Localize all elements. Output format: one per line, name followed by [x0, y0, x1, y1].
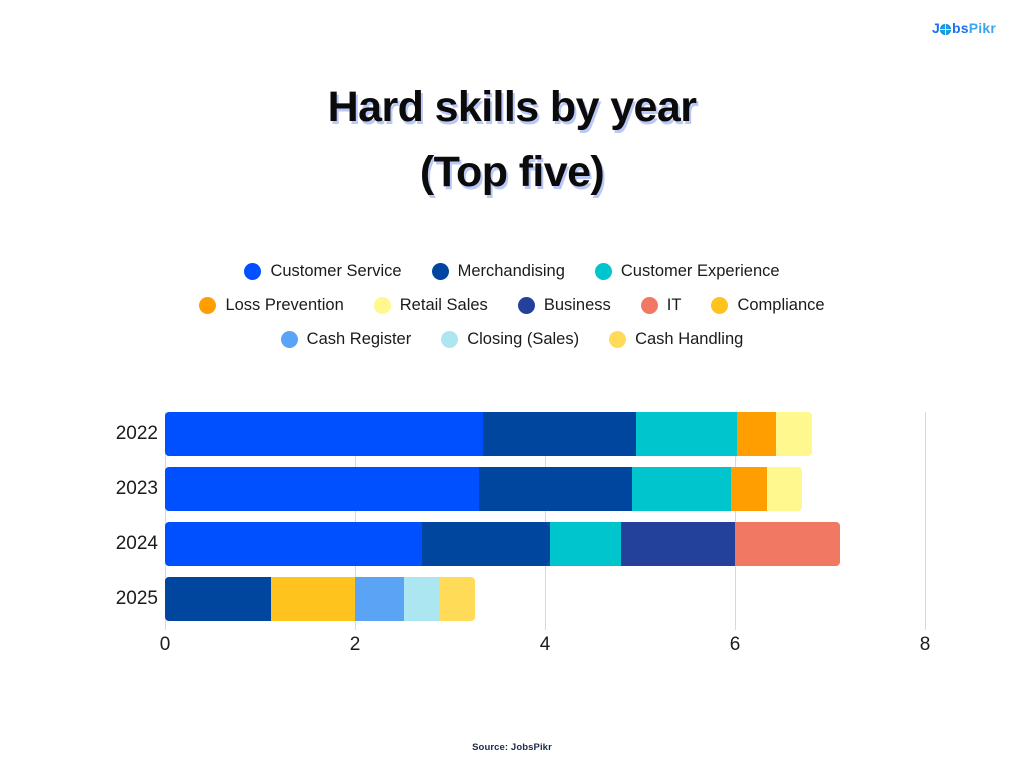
- legend-item-customer-service[interactable]: Customer Service: [244, 262, 402, 281]
- chart-plot-area: [165, 412, 926, 630]
- legend-label: Business: [543, 296, 611, 314]
- legend-label: Compliance: [737, 296, 825, 314]
- y-axis-tick-label: 2024: [115, 533, 158, 554]
- bar-segment-business[interactable]: [621, 522, 735, 566]
- legend-item-loss-prevention[interactable]: Loss Prevention: [199, 296, 344, 315]
- bar-segment-cash-register[interactable]: [354, 577, 405, 621]
- bar-segment-customer-service[interactable]: [165, 467, 480, 511]
- bar-segment-closing-sales[interactable]: [404, 577, 441, 621]
- legend-label: Merchandising: [457, 262, 565, 280]
- legend-item-it[interactable]: IT: [640, 296, 682, 315]
- legend-swatch-icon: [431, 263, 449, 280]
- bar-row-2025: [165, 577, 475, 621]
- bar-row-2023: [165, 467, 803, 511]
- chart-title-line-2: (Top five): [419, 148, 605, 197]
- bar-segment-retail-sales[interactable]: [767, 467, 803, 511]
- legend-swatch-icon: [594, 263, 612, 280]
- x-axis-tick-label: 6: [729, 634, 741, 655]
- x-axis-tick-label: 4: [539, 634, 551, 655]
- bar-segment-customer-experience[interactable]: [549, 522, 621, 566]
- x-axis-tick-label: 8: [919, 634, 931, 655]
- bar-segment-cash-handling[interactable]: [440, 577, 475, 621]
- bar-segment-retail-sales[interactable]: [775, 412, 812, 456]
- chart-legend: Customer Service Merchandising Customer Ex…: [0, 262, 1024, 349]
- legend-label: IT: [666, 296, 682, 314]
- legend-row: Customer Service Merchandising Customer Ex…: [244, 262, 780, 281]
- legend-label: Cash Handling: [635, 330, 744, 348]
- legend-swatch-icon: [517, 297, 535, 314]
- logo-text-bs: bs: [951, 20, 969, 36]
- bar-segment-it[interactable]: [735, 522, 840, 566]
- bar-segment-merchandising[interactable]: [479, 467, 633, 511]
- logo-text-ikr: ikr: [978, 20, 996, 36]
- legend-item-cash-handling[interactable]: Cash Handling: [609, 330, 743, 349]
- bar-segment-customer-experience[interactable]: [632, 467, 732, 511]
- legend-label: Customer Experience: [620, 262, 780, 280]
- legend-swatch-icon: [711, 297, 729, 314]
- bar-row-2022: [165, 412, 812, 456]
- legend-swatch-icon: [373, 297, 391, 314]
- legend-item-closing-sales[interactable]: Closing (Sales): [441, 330, 579, 349]
- legend-label: Loss Prevention: [225, 296, 344, 314]
- legend-swatch-icon: [280, 331, 298, 348]
- chart-bars: [165, 412, 925, 630]
- globe-icon: [940, 23, 952, 35]
- bar-segment-merchandising[interactable]: [421, 522, 550, 566]
- legend-item-customer-experience[interactable]: Customer Experience: [594, 262, 780, 281]
- legend-label: Closing (Sales): [467, 330, 580, 348]
- bar-segment-loss-prevention[interactable]: [736, 412, 776, 456]
- legend-swatch-icon: [244, 263, 262, 280]
- bar-segment-merchandising[interactable]: [165, 577, 272, 621]
- gridline: [545, 412, 546, 630]
- chart-title-line-1: Hard skills by year: [327, 82, 697, 131]
- source-note: Source: JobsPikr: [472, 742, 552, 753]
- x-axis-tick-label: 2: [349, 634, 361, 655]
- x-axis-tick-label: 0: [159, 634, 171, 655]
- bar-segment-customer-service[interactable]: [165, 522, 422, 566]
- legend-swatch-icon: [640, 297, 658, 314]
- legend-swatch-icon: [609, 331, 627, 348]
- gridline: [735, 412, 736, 630]
- legend-label: Customer Service: [270, 262, 402, 280]
- legend-item-compliance[interactable]: Compliance: [711, 296, 825, 315]
- logo-text-p: P: [968, 20, 979, 36]
- legend-row: Loss Prevention Retail Sales Business IT Com…: [199, 296, 825, 315]
- legend-item-merchandising[interactable]: Merchandising: [431, 262, 565, 281]
- gridline: [355, 412, 356, 630]
- legend-label: Cash Register: [306, 330, 412, 348]
- legend-item-retail-sales[interactable]: Retail Sales: [373, 296, 488, 315]
- y-axis-tick-label: 2023: [115, 478, 158, 499]
- legend-row: Cash Register Closing (Sales) Cash Handlin…: [280, 330, 743, 349]
- bar-row-2024: [165, 522, 840, 566]
- gridline: [925, 412, 926, 630]
- legend-label: Retail Sales: [399, 296, 488, 314]
- y-axis-tick-label: 2022: [115, 423, 158, 444]
- bar-segment-merchandising[interactable]: [483, 412, 637, 456]
- legend-swatch-icon: [441, 331, 459, 348]
- legend-swatch-icon: [199, 297, 217, 314]
- chart-title: Hard skills by year (Top five): [0, 75, 1024, 206]
- bar-segment-customer-service[interactable]: [165, 412, 484, 456]
- y-axis-tick-label: 2025: [115, 588, 158, 609]
- bar-segment-loss-prevention[interactable]: [731, 467, 768, 511]
- gridline: [165, 412, 166, 630]
- bar-segment-compliance[interactable]: [271, 577, 355, 621]
- chart-y-axis: 2022 2023 2024 2025: [0, 412, 158, 630]
- legend-item-cash-register[interactable]: Cash Register: [280, 330, 412, 349]
- chart-x-axis: 0 2 4 6 8: [160, 634, 931, 660]
- bar-segment-customer-experience[interactable]: [636, 412, 737, 456]
- legend-item-business[interactable]: Business: [517, 296, 611, 315]
- logo-text-j: J: [931, 20, 940, 36]
